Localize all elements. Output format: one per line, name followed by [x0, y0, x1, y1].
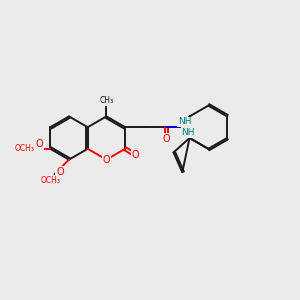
Text: OCH₃: OCH₃: [14, 144, 34, 153]
Text: OCH₃: OCH₃: [41, 176, 61, 185]
Text: O: O: [56, 167, 64, 177]
Text: O: O: [162, 134, 170, 144]
Text: NH: NH: [178, 117, 191, 126]
Text: O: O: [132, 150, 139, 160]
Text: NH: NH: [181, 128, 195, 137]
Text: O: O: [103, 154, 110, 165]
Text: CH₃: CH₃: [99, 96, 113, 105]
Text: O: O: [36, 139, 43, 149]
